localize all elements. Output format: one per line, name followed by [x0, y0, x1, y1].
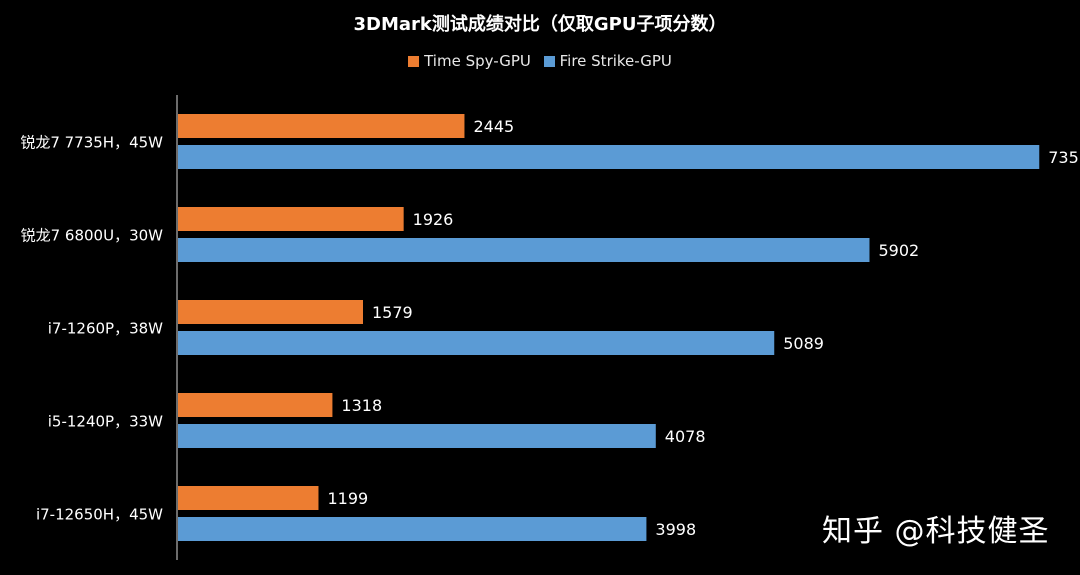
data-label: 1199 — [327, 489, 368, 508]
bar-fire-strike-2 — [178, 331, 775, 355]
data-label: 2445 — [473, 117, 514, 136]
data-label: 1926 — [413, 210, 454, 229]
legend-item-fire-strike: Fire Strike-GPU — [543, 52, 672, 70]
bar-time-spy-0 — [178, 114, 465, 138]
data-label: 1318 — [341, 396, 382, 415]
bar-time-spy-1 — [178, 207, 404, 231]
bar-time-spy-3 — [178, 393, 333, 417]
data-label: 3998 — [655, 520, 696, 539]
category-label: 锐龙7 6800U，30W — [21, 227, 164, 245]
category-label: i7-12650H，45W — [36, 506, 163, 524]
bar-fire-strike-1 — [178, 238, 870, 262]
bar-time-spy-2 — [178, 300, 363, 324]
legend: Time Spy-GPU Fire Strike-GPU — [0, 52, 1080, 70]
watermark: 知乎 @科技健圣 — [822, 514, 1050, 549]
data-label: 5902 — [878, 241, 919, 260]
category-label: 锐龙7 7735H，45W — [20, 134, 163, 152]
bar-fire-strike-3 — [178, 424, 656, 448]
legend-swatch-fire-strike — [543, 56, 555, 67]
category-label: i7-1260P，38W — [48, 320, 163, 338]
legend-swatch-time-spy — [408, 56, 420, 67]
chart-title: 3DMark测试成绩对比（仅取GPU子项分数） — [353, 14, 727, 35]
data-label: 5089 — [783, 334, 824, 353]
category-label: i5-1240P，33W — [48, 413, 163, 431]
legend-label-time-spy: Time Spy-GPU — [424, 52, 531, 70]
data-label: 1579 — [372, 303, 413, 322]
legend-label-fire-strike: Fire Strike-GPU — [559, 52, 672, 70]
legend-item-time-spy: Time Spy-GPU — [408, 52, 531, 70]
bar-fire-strike-0 — [178, 145, 1040, 169]
data-label: 7351 — [1048, 148, 1080, 167]
bar-fire-strike-4 — [178, 517, 647, 541]
bar-time-spy-4 — [178, 486, 319, 510]
data-label: 4078 — [665, 427, 706, 446]
